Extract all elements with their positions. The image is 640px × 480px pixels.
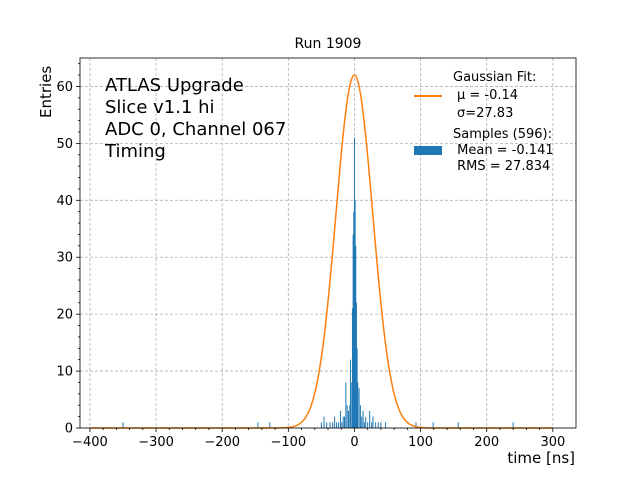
x-tick-label: −300 [138, 435, 174, 450]
legend-samples-rms: RMS = 27.834 [453, 159, 550, 174]
x-tick-label: 100 [408, 435, 433, 450]
y-tick-label: 30 [56, 251, 73, 266]
x-axis-label: time [ns] [507, 449, 575, 467]
legend-samples-swatch [414, 146, 442, 155]
histogram-bar [336, 422, 338, 428]
histogram-bar [380, 422, 382, 428]
histogram-bar [365, 416, 367, 428]
annotation-line: ATLAS Upgrade [105, 75, 244, 96]
x-tick-label: 200 [474, 435, 499, 450]
histogram-bar [334, 416, 336, 428]
histogram-bar [353, 137, 355, 428]
histogram-bar [351, 308, 353, 428]
y-tick-label: 60 [56, 80, 73, 95]
legend-fit-title: Gaussian Fit: [453, 70, 536, 85]
histogram-bar [357, 382, 359, 428]
histogram-bar [352, 234, 354, 428]
annotation-line: ADC 0, Channel 067 [105, 119, 286, 140]
histogram-bar [355, 245, 357, 428]
histogram-bar [346, 405, 348, 428]
histogram-bar [512, 422, 514, 428]
histogram-bar [457, 422, 459, 428]
histogram-bar [359, 405, 361, 428]
histogram-bar [354, 200, 356, 428]
histogram-bar [363, 422, 365, 428]
legend: Gaussian Fit: μ = -0.14 σ=27.83 Samples … [414, 70, 554, 174]
y-axis-label: Entries [37, 66, 55, 118]
histogram-bar [355, 302, 357, 428]
legend-fit-mu: μ = -0.14 [457, 88, 518, 103]
histogram-bar [341, 422, 343, 428]
histogram-bar [362, 410, 364, 428]
histogram-bars [122, 137, 514, 428]
histogram-bar [353, 211, 355, 428]
annotation-block: ATLAS Upgrade Slice v1.1 hi ADC 0, Chann… [104, 75, 286, 162]
histogram-bar [367, 422, 369, 428]
histogram-bar [351, 382, 353, 428]
y-tick-label: 0 [65, 422, 73, 437]
histogram-bar [342, 416, 344, 428]
histogram-bar [329, 422, 331, 428]
histogram-bar [369, 410, 371, 428]
x-tick-label: −200 [204, 435, 240, 450]
legend-samples-title: Samples (596): [453, 127, 552, 142]
histogram-bar [338, 422, 340, 428]
histogram-bar [323, 416, 325, 428]
y-tick-label: 40 [56, 194, 73, 209]
y-axis-ticks: 0 10 20 30 40 50 60 [56, 63, 80, 437]
histogram-bar [326, 422, 328, 428]
histogram-bar [361, 416, 363, 428]
annotation-line: Slice v1.1 hi [105, 97, 215, 118]
histogram-bar [385, 422, 387, 428]
legend-fit-sigma: σ=27.83 [457, 106, 513, 121]
histogram-bar [349, 359, 351, 428]
x-tick-label: −400 [72, 435, 108, 450]
histogram-bar [320, 422, 322, 428]
histogram-bar [377, 422, 379, 428]
annotation-line: Timing [104, 141, 166, 162]
chart-title: Run 1909 [295, 36, 362, 52]
histogram-bar [432, 422, 434, 428]
histogram-bar [415, 422, 417, 428]
histogram-bar [332, 422, 334, 428]
y-tick-label: 50 [56, 137, 73, 152]
histogram-bar [340, 410, 342, 428]
histogram-bar [344, 416, 346, 428]
histogram-bar [371, 422, 373, 428]
histogram-bar [375, 422, 377, 428]
y-tick-label: 10 [56, 365, 73, 380]
histogram-bar [372, 416, 374, 428]
histogram-bar [348, 410, 349, 428]
histogram-bar [122, 422, 124, 428]
x-tick-label: −100 [270, 435, 306, 450]
legend-samples-mean: Mean = -0.141 [453, 143, 554, 158]
histogram-bar [356, 348, 358, 428]
x-tick-label: 0 [350, 435, 358, 450]
histogram-bar [269, 422, 271, 428]
x-axis-ticks: −400 −300 −200 −100 0 100 200 300 [72, 428, 565, 450]
histogram-bar [257, 422, 259, 428]
histogram-bar [358, 388, 360, 428]
histogram-bar [349, 405, 351, 428]
x-tick-label: 300 [540, 435, 565, 450]
histogram-bar [345, 382, 347, 428]
y-tick-label: 20 [56, 308, 73, 323]
